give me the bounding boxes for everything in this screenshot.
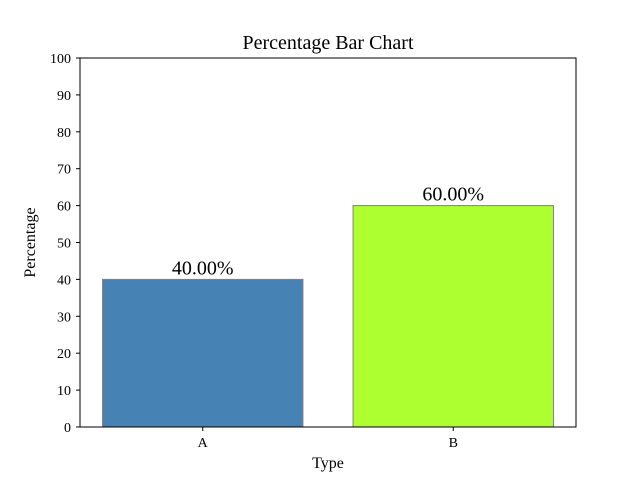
- chart-title: Percentage Bar Chart: [242, 32, 413, 54]
- x-tick-label: A: [198, 436, 209, 451]
- data-label-B: 60.00%: [422, 184, 484, 206]
- data-label-A: 40.00%: [172, 257, 234, 279]
- y-tick-label: 10: [57, 384, 71, 399]
- y-tick-label: 30: [57, 310, 71, 325]
- y-tick-label: 100: [50, 52, 71, 67]
- x-tick-label: B: [449, 436, 458, 451]
- y-axis: 0 10 20 30 40 50 60 70 80 90 100: [50, 52, 80, 436]
- bar-B: [352, 205, 554, 428]
- y-tick-label: 80: [57, 126, 71, 141]
- y-tick-label: 20: [57, 347, 71, 362]
- y-tick-label: 40: [57, 273, 71, 288]
- y-tick-label: 90: [57, 89, 71, 104]
- y-tick-label: 0: [64, 421, 71, 436]
- plot-frame: [79, 57, 577, 428]
- y-tick-label: 60: [57, 200, 71, 215]
- y-tick-label: 50: [57, 237, 71, 252]
- y-axis-label: Percentage: [22, 207, 39, 277]
- y-tick-label: 70: [57, 163, 71, 178]
- x-axis-label: Type: [312, 455, 344, 472]
- bars-layer: 40.00% 60.00%: [102, 184, 554, 428]
- bar-A: [102, 278, 304, 428]
